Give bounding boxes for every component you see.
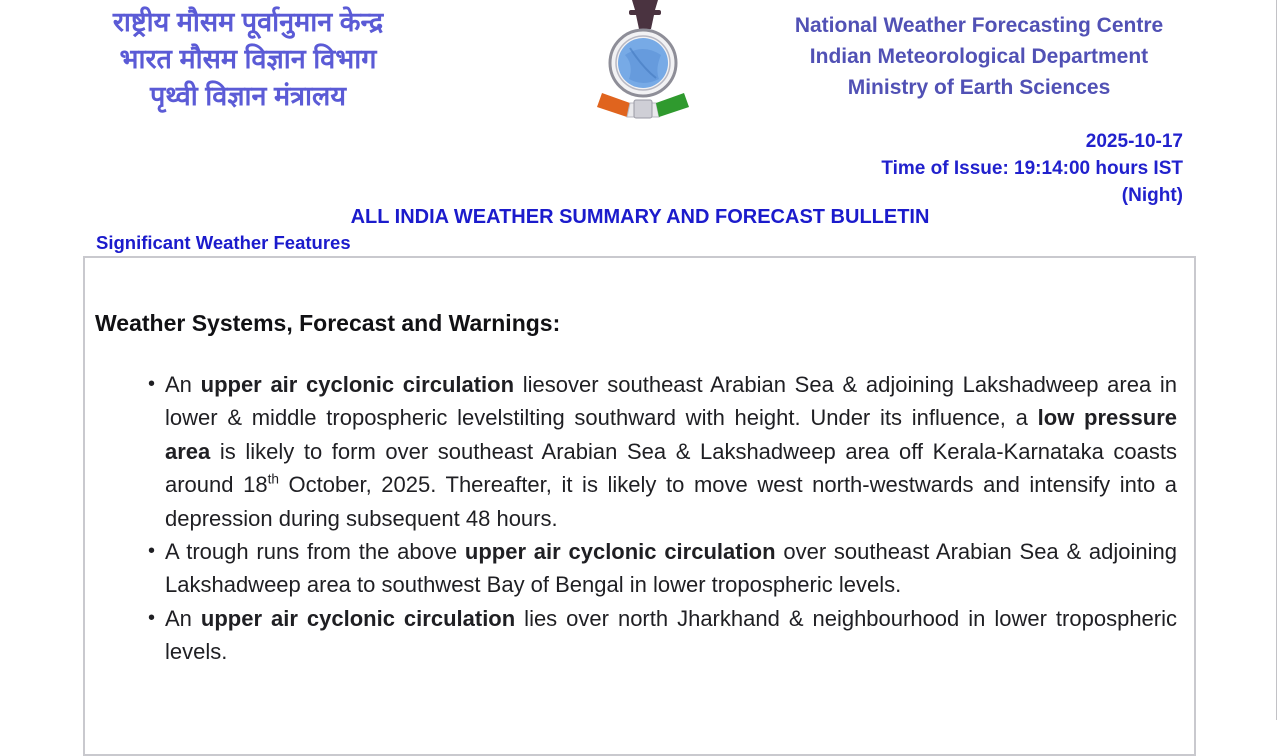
bullet-item-cyclonic-circulation-arabian-sea: An upper air cyclonic circulation liesov… [148, 368, 1178, 535]
bullet-text: A trough runs from the above [165, 539, 465, 565]
issue-date: 2025-10-17 [1085, 131, 1183, 152]
imd-emblem-icon [597, 0, 689, 119]
bullet-text: is likely to form over southeast Arabian… [165, 438, 1177, 498]
english-org-line: Ministry of Earth Sciences [847, 76, 1111, 99]
hindi-org-line: पृथ्वी विज्ञान मंत्रालय [149, 81, 347, 111]
bullet-text: lies over north Jharkhand & neighbourhoo… [165, 605, 1177, 665]
hindi-org-line: भारत मौसम विज्ञान विभाग [119, 44, 377, 74]
hindi-org-line: राष्ट्रीय मौसम पूर्वानुमान केन्द्र [112, 7, 384, 37]
bulletin-page: राष्ट्रीय मौसम पूर्वानुमान केन्द्र भारत … [0, 0, 1280, 720]
bullet-text: An [165, 372, 201, 397]
bullet-text: liesover southeast Arabian Sea & adjoini… [165, 372, 1178, 431]
bullet-text-bold: upper air cyclonic circulation [200, 605, 516, 631]
weather-systems-heading: Weather Systems, Forecast and Warnings: [95, 310, 561, 336]
bullet-text: An [165, 605, 201, 631]
imd-emblem-logo [580, 0, 712, 124]
bulletin-title: ALL INDIA WEATHER SUMMARY AND FORECAST B… [350, 206, 930, 228]
english-org-titles: National Weather Forecasting Centre Indi… [776, 10, 1182, 103]
bullet-text-bold: low pressure area [165, 405, 1177, 464]
bullet-item-cyclonic-circulation-jharkhand: An upper air cyclonic circulation lies o… [148, 602, 1177, 669]
english-org-line: National Weather Forecasting Centre [794, 14, 1164, 37]
bullet-text-bold: upper air cyclonic circulation [464, 539, 776, 565]
bullet-text-bold: upper air cyclonic circulation [200, 372, 515, 397]
section-label-significant-weather: Significant Weather Features [96, 232, 351, 253]
page-right-edge-divider [1276, 0, 1277, 720]
weather-content-box: Weather Systems, Forecast and Warnings: … [83, 256, 1196, 756]
issue-info: 2025-10-17 Time of Issue: 19:14:00 hours… [583, 128, 1183, 209]
weather-bullet-list: An upper air cyclonic circulation liesov… [95, 368, 1177, 669]
bullet-text: over southeast Arabian Sea & adjoining L… [165, 539, 1177, 598]
issue-period: (Night) [1121, 185, 1183, 206]
english-org-line: Indian Meteorological Department [809, 45, 1149, 68]
issue-time: Time of Issue: 19:14:00 hours IST [881, 158, 1183, 179]
bullet-item-trough: A trough runs from the above upper air c… [148, 535, 1177, 602]
hindi-org-titles: राष्ट्रीय मौसम पूर्वानुमान केन्द्र भारत … [88, 4, 408, 115]
bullet-text: October, 2025. Thereafter, it is likely … [165, 472, 1177, 531]
bullet-text-superscript: th [267, 471, 279, 487]
